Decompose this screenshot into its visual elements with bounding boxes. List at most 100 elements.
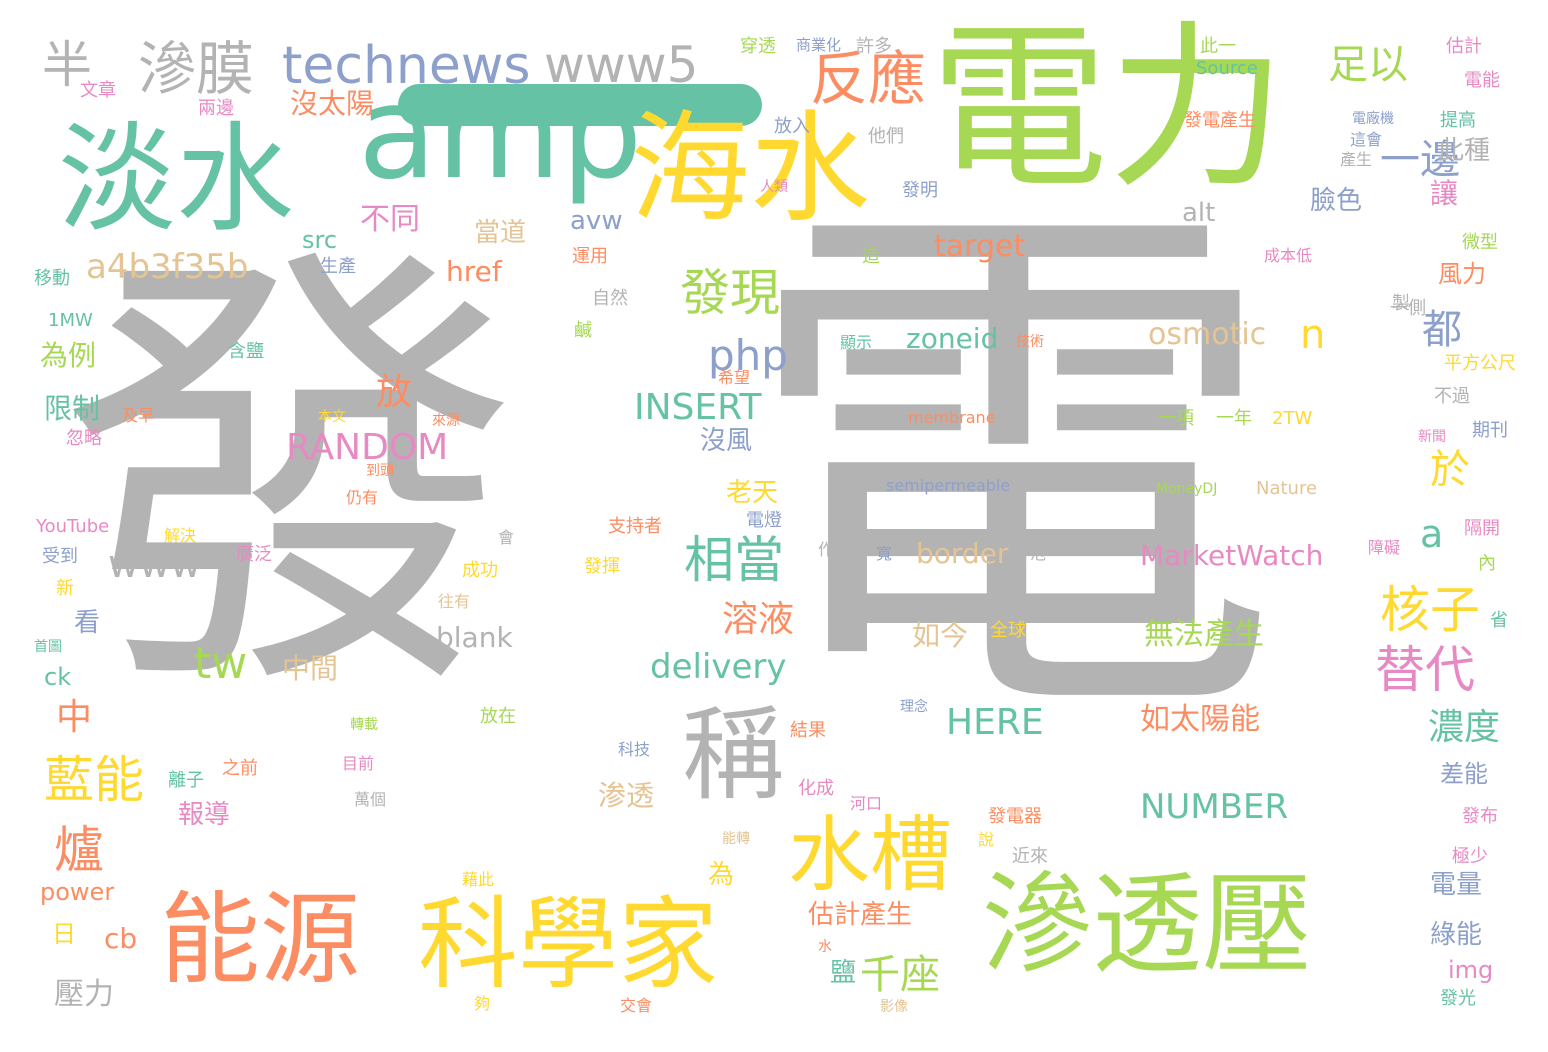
cloud-word: 替代 bbox=[1375, 645, 1475, 695]
cloud-word: 新 bbox=[56, 580, 74, 598]
cloud-word: 綠能 bbox=[1430, 922, 1482, 948]
cloud-word: semipermeable bbox=[886, 478, 1010, 494]
cloud-word: 爐 bbox=[54, 825, 104, 875]
cloud-word: alt bbox=[1182, 200, 1215, 226]
cloud-word: 成功 bbox=[462, 562, 498, 580]
cloud-word: 放入 bbox=[774, 118, 810, 136]
cloud-word: 首圖 bbox=[34, 640, 62, 654]
cloud-word: technews bbox=[282, 40, 531, 92]
cloud-word: 1MW bbox=[48, 312, 93, 330]
cloud-word: 渗透 bbox=[598, 782, 654, 810]
cloud-word: power bbox=[40, 880, 114, 904]
cloud-word: src bbox=[302, 228, 337, 252]
cloud-word: 為 bbox=[708, 862, 734, 888]
cloud-word: 電 bbox=[740, 200, 1280, 740]
cloud-word: 省 bbox=[1490, 612, 1508, 630]
cloud-word: 濃度 bbox=[1428, 710, 1500, 746]
cloud-word: 老天 bbox=[726, 480, 778, 506]
cloud-word: 鹽 bbox=[830, 960, 856, 986]
cloud-word: 含鹽 bbox=[228, 343, 264, 361]
cloud-word: 電廠機 bbox=[1352, 112, 1394, 126]
cloud-word: 兩邊 bbox=[198, 100, 234, 118]
cloud-word: 發現 bbox=[680, 268, 780, 318]
cloud-word: www bbox=[108, 545, 201, 583]
cloud-word: 如太陽能 bbox=[1140, 705, 1260, 735]
cloud-word: 核子 bbox=[1380, 585, 1480, 635]
cloud-word: 受到 bbox=[42, 548, 78, 566]
cloud-word: 穿透 bbox=[740, 38, 776, 56]
cloud-word: 仍有 bbox=[346, 490, 378, 506]
cloud-word: blank bbox=[436, 624, 513, 652]
cloud-word: 藉此 bbox=[462, 872, 494, 888]
cloud-word: YouTube bbox=[36, 518, 109, 536]
cloud-word: 成本低 bbox=[1264, 248, 1312, 264]
cloud-word: 極少 bbox=[1452, 848, 1488, 866]
cloud-word: 發揮 bbox=[584, 558, 620, 576]
cloud-word: delivery bbox=[650, 650, 787, 684]
cloud-word: 水 bbox=[818, 940, 832, 954]
cloud-word: 無法產生 bbox=[1144, 620, 1264, 650]
cloud-word: 此種 bbox=[1438, 138, 1490, 164]
cloud-word: border bbox=[916, 540, 1008, 568]
cloud-word: 能源 bbox=[160, 890, 360, 990]
cloud-word: 中間 bbox=[282, 655, 338, 683]
cloud-word: 目前 bbox=[342, 756, 374, 772]
cloud-word: 沒風 bbox=[700, 428, 752, 454]
cloud-word: avw bbox=[570, 208, 623, 234]
cloud-word: 化成 bbox=[798, 780, 834, 798]
cloud-word: 壓力 bbox=[54, 980, 114, 1010]
cloud-word: 電量 bbox=[1430, 872, 1482, 898]
cloud-word: 臉色 bbox=[1310, 188, 1362, 214]
cloud-word: 不過 bbox=[1434, 388, 1470, 406]
cloud-word: 鹹 bbox=[574, 322, 592, 340]
cloud-word: 報導 bbox=[178, 802, 230, 828]
cloud-word: 於 bbox=[1430, 450, 1470, 490]
cloud-word: 當道 bbox=[474, 220, 526, 246]
cloud-word: 寬 bbox=[876, 546, 892, 562]
cloud-word: 放 bbox=[376, 375, 412, 411]
cloud-word: 離子 bbox=[168, 772, 204, 790]
cloud-word: www5 bbox=[544, 40, 699, 90]
cloud-word: 中 bbox=[56, 700, 92, 736]
cloud-word: 此一 bbox=[1200, 38, 1236, 56]
cloud-word: ck bbox=[44, 665, 71, 689]
cloud-word: 夠 bbox=[474, 996, 490, 1012]
cloud-word: 萬個 bbox=[354, 792, 386, 808]
cloud-word: 估計 bbox=[1446, 38, 1482, 56]
cloud-word: 造 bbox=[862, 248, 880, 266]
cloud-word: 足以 bbox=[1328, 45, 1408, 85]
cloud-word: 影像 bbox=[880, 1000, 908, 1014]
cloud-word: 不同 bbox=[360, 205, 420, 235]
cloud-word: 河口 bbox=[850, 796, 882, 812]
cloud-word: 估計產生 bbox=[808, 902, 912, 928]
cloud-word: 如今 bbox=[912, 622, 968, 650]
cloud-word: Nature bbox=[1256, 480, 1317, 498]
cloud-word: 內 bbox=[1478, 555, 1496, 573]
cloud-word: 發明 bbox=[902, 182, 938, 200]
cloud-word: MarketWatch bbox=[1140, 542, 1323, 570]
cloud-word: zoneid bbox=[906, 325, 998, 353]
cloud-word: 放在 bbox=[480, 708, 516, 726]
cloud-word: 電燈 bbox=[746, 512, 782, 530]
cloud-word: 溶液 bbox=[722, 602, 794, 638]
cloud-word: 滲透壓 bbox=[982, 870, 1312, 980]
cloud-word: img bbox=[1448, 958, 1493, 982]
cloud-word: 相當 bbox=[684, 535, 784, 585]
cloud-word: MoneyDJ bbox=[1156, 482, 1217, 496]
cloud-word: 都 bbox=[1422, 310, 1462, 350]
cloud-word: 廣泛 bbox=[236, 546, 272, 564]
cloud-word: 交會 bbox=[620, 998, 652, 1014]
cloud-word: membrane bbox=[908, 410, 996, 426]
cloud-word: 本文 bbox=[318, 410, 346, 424]
cloud-word: 發電器 bbox=[988, 808, 1042, 826]
cloud-word: 限制 bbox=[44, 395, 100, 423]
cloud-word: 文章 bbox=[80, 82, 116, 100]
cloud-word: 稱 bbox=[682, 705, 784, 807]
cloud-word: tw bbox=[194, 642, 247, 686]
cloud-word: 科學家 bbox=[418, 895, 718, 995]
cloud-word: 支持者 bbox=[608, 518, 662, 536]
cloud-word: 發光 bbox=[1440, 990, 1476, 1008]
cloud-word: 反應 bbox=[810, 50, 926, 108]
cloud-word: n bbox=[1300, 315, 1325, 355]
